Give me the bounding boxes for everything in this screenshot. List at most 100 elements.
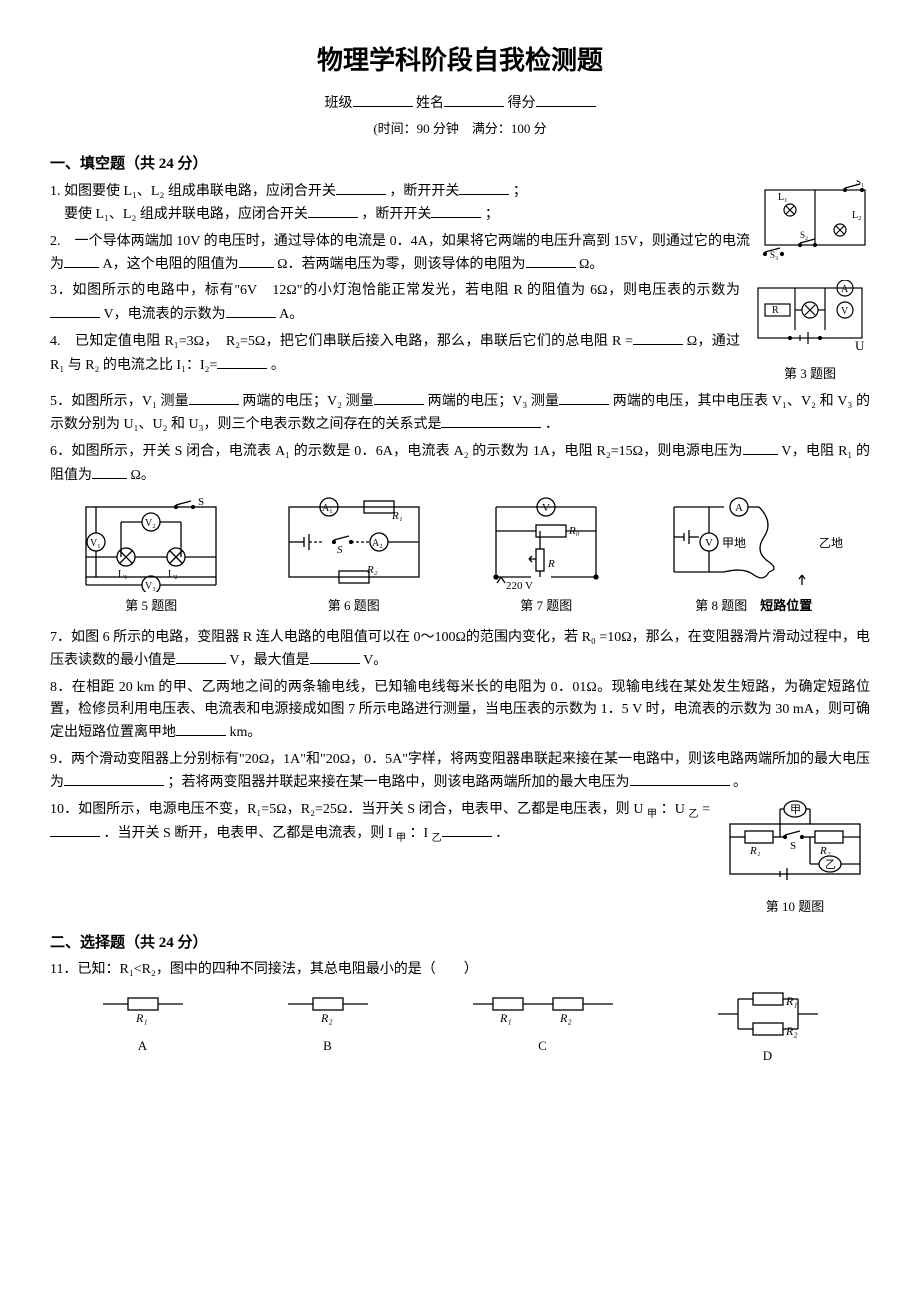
svg-text:V: V bbox=[705, 537, 713, 549]
page-title: 物理学科阶段自我检测题 bbox=[50, 40, 870, 82]
blank bbox=[176, 649, 226, 664]
svg-text:R₁: R₁ bbox=[391, 510, 403, 522]
name-label: 姓名 bbox=[416, 96, 444, 111]
svg-text:A: A bbox=[841, 284, 849, 295]
fig-q10: R₁ S R₂ 甲 乙 第 10 题图 bbox=[720, 799, 870, 918]
q6-text-c: Ω。 bbox=[131, 468, 155, 483]
q6: 6．如图所示，开关 S 闭合，电流表 A₁ 的示数是 0．6A，电流表 A₂ 的… bbox=[50, 440, 870, 487]
fig-q1: L₁ L₂ S₁ S₂ S₃ bbox=[760, 180, 870, 268]
fig5-caption: 第 5 题图 bbox=[76, 596, 226, 617]
header-line: 班级 姓名 得分 bbox=[50, 92, 870, 115]
blank bbox=[526, 253, 576, 268]
svg-text:A₁: A₁ bbox=[322, 503, 333, 514]
section2-header: 二、选择题（共 24 分） bbox=[50, 931, 870, 955]
svg-text:V₃: V₃ bbox=[145, 581, 156, 592]
fig7-caption: 第 7 题图 bbox=[481, 596, 611, 617]
q10-text-d: ．当开关 S 断开，电表甲、乙都是电流表，则 I bbox=[104, 826, 396, 841]
blank bbox=[559, 390, 609, 405]
svg-text:L₂: L₂ bbox=[168, 569, 178, 580]
svg-text:R: R bbox=[547, 558, 555, 570]
q2-text-d: Ω。 bbox=[579, 257, 603, 272]
q5-text-b: 两端的电压；V₂ 测量 bbox=[242, 394, 374, 409]
fig8: A V 甲地 乙地 第 8 题图 短路位置 bbox=[664, 497, 844, 617]
svg-text:R₁: R₁ bbox=[499, 1011, 512, 1025]
time-info: (时间：90 分钟 满分：100 分 bbox=[50, 119, 870, 140]
blank bbox=[92, 464, 127, 479]
svg-text:R₁: R₁ bbox=[135, 1011, 148, 1025]
svg-text:R₂: R₂ bbox=[559, 1011, 572, 1025]
q7-text-c: V。 bbox=[363, 653, 387, 668]
svg-text:220 V: 220 V bbox=[506, 580, 533, 592]
blank bbox=[441, 413, 541, 428]
blank bbox=[64, 771, 164, 786]
score-blank bbox=[536, 92, 596, 107]
blank bbox=[630, 771, 730, 786]
q10-text-f: ． bbox=[495, 826, 509, 841]
opt-b-label: B bbox=[283, 1036, 373, 1057]
svg-text:S₃: S₃ bbox=[770, 250, 778, 260]
fig7: V R₀ R 220 V 第 7 题图 bbox=[481, 497, 611, 617]
sub-yi: 乙 bbox=[688, 808, 698, 819]
blank bbox=[336, 180, 386, 195]
q8: 8．在相距 20 km 的甲、乙两地之间的两条输电线，已知输电线每米长的电阻为 … bbox=[50, 677, 870, 745]
q10-text-a: 10．如图所示，电源电压不变，R₁=5Ω，R₂=25Ω．当开关 S 闭合，电表甲… bbox=[50, 802, 647, 817]
blank bbox=[50, 303, 100, 318]
q1-text-a: 1. 如图要使 L₁、L₂ 组成串联电路，应闭合开关 bbox=[50, 184, 336, 199]
q1-text-e: ，断开开关 bbox=[361, 207, 431, 222]
q4-text-c: 。 bbox=[271, 358, 285, 373]
svg-text:R₁: R₁ bbox=[785, 994, 798, 1008]
q5-text-a: 5．如图所示，V₁ 测量 bbox=[50, 394, 189, 409]
q9-text-c: 。 bbox=[733, 775, 747, 790]
fig6: A₁ R₁ S A₂ R₂ 第 6 题图 bbox=[279, 497, 429, 617]
option-c: R₁ R₂ C bbox=[468, 989, 618, 1067]
svg-text:S: S bbox=[198, 497, 204, 508]
sub-jia2: 甲 bbox=[396, 833, 406, 844]
svg-text:R: R bbox=[772, 305, 779, 316]
blank bbox=[217, 354, 267, 369]
svg-text:A: A bbox=[735, 502, 743, 514]
blank bbox=[50, 822, 100, 837]
q1: 1. 如图要使 L₁、L₂ 组成串联电路，应闭合开关 ，断开开关 ； 要使 L₁… bbox=[50, 180, 870, 227]
opt-d-label: D bbox=[713, 1046, 823, 1067]
section1-header: 一、填空题（共 24 分） bbox=[50, 152, 870, 176]
q8-text-b: km。 bbox=[230, 725, 262, 740]
blank bbox=[431, 203, 481, 218]
opt-c-label: C bbox=[468, 1036, 618, 1057]
blank bbox=[442, 822, 492, 837]
class-label: 班级 bbox=[325, 96, 353, 111]
svg-text:甲地: 甲地 bbox=[722, 536, 746, 550]
q4: 4. 已知定值电阻 R₁=3Ω， R₂=5Ω，把它们串联后接入电路，那么，串联后… bbox=[50, 330, 870, 377]
q11: 11．已知：R₁<R₂，图中的四种不同接法，其总电阻最小的是（ ） bbox=[50, 959, 870, 981]
blank bbox=[176, 721, 226, 736]
svg-text:L₂: L₂ bbox=[852, 210, 862, 221]
svg-text:A₂: A₂ bbox=[372, 538, 383, 549]
blank bbox=[64, 253, 99, 268]
svg-text:R₂: R₂ bbox=[785, 1024, 798, 1038]
q1-text-d: 要使 L₁、L₂ 组成并联电路，应闭合开关 bbox=[64, 207, 308, 222]
svg-text:乙地: 乙地 bbox=[819, 536, 843, 550]
svg-text:R₂: R₂ bbox=[819, 845, 831, 857]
sub-yi2: 乙 bbox=[432, 833, 442, 844]
svg-text:V: V bbox=[841, 306, 849, 317]
fig8-shortlabel: 短路位置 bbox=[760, 598, 812, 613]
svg-text:L₁: L₁ bbox=[118, 569, 128, 580]
q3: 3．如图所示的电路中，标有"6V 12Ω"的小灯泡恰能正常发光，若电阻 R 的阻… bbox=[50, 280, 870, 326]
q6-text-a: 6．如图所示，开关 S 闭合，电流表 A₁ 的示数是 0．6A，电流表 A₂ 的… bbox=[50, 444, 743, 459]
svg-text:乙: 乙 bbox=[825, 858, 836, 871]
q3-text-a: 3．如图所示的电路中，标有"6V 12Ω"的小灯泡恰能正常发光，若电阻 R 的阻… bbox=[50, 283, 740, 298]
blank bbox=[308, 203, 358, 218]
blank bbox=[459, 180, 509, 195]
q10-text-b: ：U bbox=[661, 802, 689, 817]
option-b: R₂ B bbox=[283, 989, 373, 1067]
opt-a-label: A bbox=[98, 1036, 188, 1057]
class-blank bbox=[353, 92, 413, 107]
q11-options: R₁ A R₂ B R₁ R₂ C bbox=[50, 989, 870, 1067]
blank bbox=[310, 649, 360, 664]
svg-text:L₁: L₁ bbox=[778, 192, 788, 203]
blank bbox=[239, 253, 274, 268]
option-a: R₁ A bbox=[98, 989, 188, 1067]
q5-text-c: 两端的电压；V₃ 测量 bbox=[428, 394, 560, 409]
fig6-caption: 第 6 题图 bbox=[279, 596, 429, 617]
q7-text-b: V，最大值是 bbox=[230, 653, 310, 668]
svg-text:R₁: R₁ bbox=[749, 845, 761, 857]
